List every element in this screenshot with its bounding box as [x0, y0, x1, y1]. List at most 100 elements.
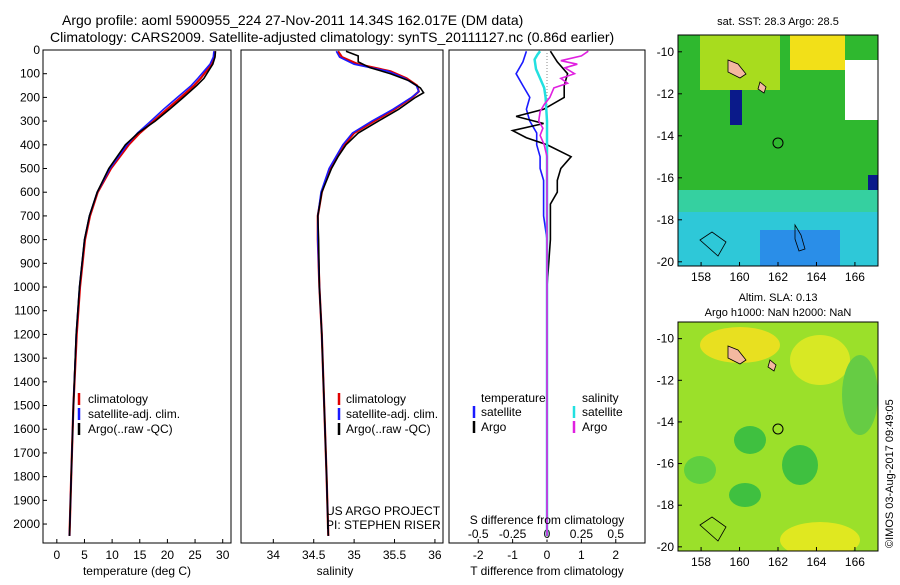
project-name: US ARGO PROJECT — [326, 504, 441, 518]
legend-temperature-title: temperature — [481, 391, 546, 405]
temperature-tick-label: 0 — [53, 548, 60, 562]
salinity-x-label: salinity — [317, 564, 354, 578]
latitude-tick-label: -20 — [657, 540, 675, 554]
salinity-series-argo — [316, 50, 425, 536]
sst-missing-patch — [845, 60, 878, 120]
depth-tick-label: 600 — [20, 185, 40, 199]
figure-title-line2: Climatology: CARS2009. Satellite-adjuste… — [50, 29, 614, 45]
figure-title-line1: Argo profile: aoml 5900955_224 27-Nov-20… — [62, 12, 523, 28]
longitude-tick-label: 162 — [768, 555, 788, 569]
salinity-tick-label: 35.5 — [383, 548, 407, 562]
depth-tick-label: 1900 — [13, 493, 40, 507]
profile-location-marker — [772, 137, 784, 149]
difference-series-S-argo — [537, 50, 589, 536]
latitude-tick-label: -10 — [657, 332, 675, 346]
temperature-series-climatology — [68, 51, 217, 536]
reef-contour — [699, 231, 727, 257]
island-shape — [727, 345, 747, 365]
t-difference-tick-label: 1 — [578, 548, 585, 562]
latitude-tick-label: -16 — [657, 457, 675, 471]
sst-cool-band — [678, 190, 878, 212]
sla-high-patch — [700, 327, 780, 363]
latitude-tick-label: -12 — [657, 87, 675, 101]
difference-legend: temperature satellite Argo salinity sate… — [472, 391, 623, 434]
legend-s-argo-label: Argo — [582, 420, 608, 434]
latitude-tick-label: -16 — [657, 171, 675, 185]
longitude-tick-label: 162 — [768, 270, 788, 284]
temperature-panel: 0 5 10 15 20 25 30 temperature (deg C) climato… — [42, 49, 232, 578]
depth-tick-label: 800 — [20, 233, 40, 247]
temperature-tick-label: 10 — [105, 548, 119, 562]
t-difference-tick-label: 0 — [544, 548, 551, 562]
depth-tick-label: 1500 — [13, 399, 40, 413]
temperature-series-argo — [68, 51, 217, 536]
temperature-tick-label: 30 — [216, 548, 230, 562]
s-difference-tick-label: 0.25 — [570, 527, 594, 541]
t-difference-tick-label: -1 — [507, 548, 518, 562]
temperature-series-satellite — [68, 51, 215, 536]
t-difference-tick-label: -2 — [473, 548, 484, 562]
temperature-plot-frame — [42, 49, 232, 544]
salinity-tick-label: 34 — [267, 548, 281, 562]
depth-tick-label: 1200 — [13, 327, 40, 341]
reef-contour — [699, 516, 727, 542]
sst-map: sat. SST: 28.3 Argo: 28.5 158 160 162 164 16… — [657, 16, 879, 284]
legend-t-satellite-label: satellite — [481, 405, 522, 419]
latitude-tick-label: -14 — [657, 129, 675, 143]
sla-map: Altim. SLA: 0.13 Argo h1000: NaN h2000: … — [657, 292, 879, 569]
sla-low-patch — [782, 445, 818, 485]
legend-climatology-label: climatology — [88, 392, 148, 406]
depth-tick-label: 0 — [33, 43, 40, 57]
salinity-panel: 34 34.5 35 35.5 36 salinity climatology sate… — [240, 49, 444, 578]
sla-low-patch — [684, 456, 716, 484]
legend-climatology-label: climatology — [346, 392, 406, 406]
depth-tick-label: 1000 — [13, 280, 40, 294]
depth-tick-label: 300 — [20, 114, 40, 128]
longitude-tick-label: 158 — [691, 270, 711, 284]
sla-low-patch — [842, 355, 878, 435]
legend-satellite-label: satellite-adj. clim. — [88, 407, 180, 421]
latitude-tick-label: -18 — [657, 498, 675, 512]
t-difference-tick-label: 2 — [612, 548, 619, 562]
legend-salinity-title: salinity — [582, 391, 619, 405]
depth-tick-label: 900 — [20, 256, 40, 270]
longitude-tick-label: 164 — [806, 270, 826, 284]
depth-axis: 0 100 200 300 400 500 600 700 800 900 1000 1100 1200… — [13, 43, 47, 531]
depth-tick-label: 700 — [20, 209, 40, 223]
depth-tick-label: 1300 — [13, 351, 40, 365]
legend-t-argo-label: Argo — [481, 420, 507, 434]
sla-low-patch — [729, 483, 761, 507]
sla-high-patch — [790, 335, 850, 385]
temperature-tick-label: 25 — [188, 548, 202, 562]
salinity-plot-frame — [240, 49, 444, 544]
sst-cool-band — [760, 230, 840, 266]
sst-map-title: sat. SST: 28.3 Argo: 28.5 — [717, 16, 839, 28]
project-pi: PI: STEPHEN RISER — [326, 518, 441, 532]
salinity-legend: climatology satellite-adj. clim. Argo(..… — [337, 392, 438, 436]
s-difference-tick-label: -0.25 — [499, 527, 527, 541]
depth-tick-label: 500 — [20, 162, 40, 176]
temperature-tick-label: 5 — [81, 548, 88, 562]
s-difference-axis-label: S difference from climatology — [470, 513, 625, 527]
depth-tick-label: 1600 — [13, 422, 40, 436]
temperature-tick-label: 20 — [161, 548, 175, 562]
latitude-tick-label: -10 — [657, 45, 675, 59]
sla-map-title: Altim. SLA: 0.13 — [739, 292, 818, 304]
depth-tick-label: 1700 — [13, 446, 40, 460]
longitude-tick-label: 158 — [691, 555, 711, 569]
longitude-tick-label: 164 — [806, 555, 826, 569]
latitude-tick-label: -18 — [657, 213, 675, 227]
salinity-tick-label: 35 — [347, 548, 361, 562]
depth-tick-label: 1100 — [14, 304, 40, 318]
depth-tick-label: 2000 — [13, 517, 40, 531]
depth-tick-label: 200 — [20, 90, 40, 104]
difference-series-T-argo — [510, 50, 573, 536]
sst-warm-patch — [700, 35, 780, 90]
argo-height-title: Argo h1000: NaN h2000: NaN — [705, 307, 852, 319]
depth-tick-label: 1400 — [13, 375, 40, 389]
latitude-tick-label: -20 — [657, 255, 675, 269]
sst-missing-patch — [730, 90, 742, 125]
latitude-tick-label: -14 — [657, 415, 675, 429]
